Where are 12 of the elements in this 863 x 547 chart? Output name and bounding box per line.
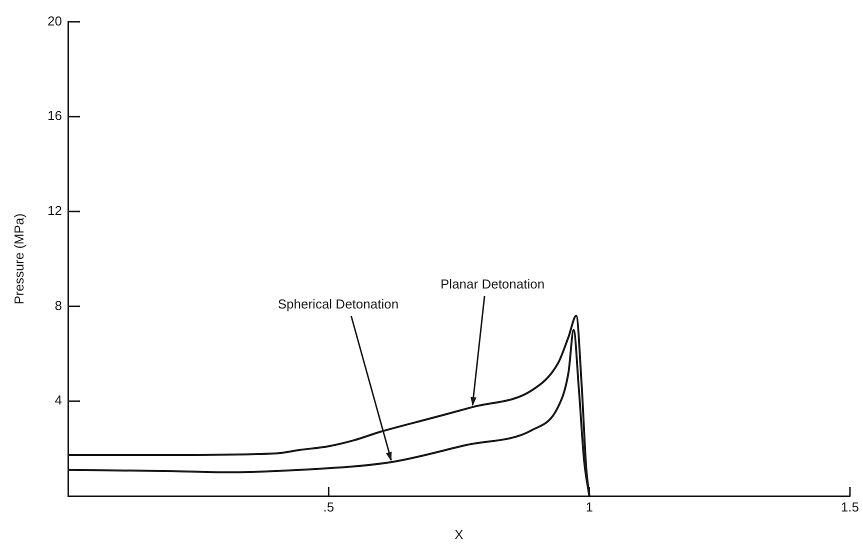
- annotation: Planar Detonation: [440, 276, 545, 292]
- y-tick-label: 4: [54, 392, 62, 408]
- y-axis-title: Pressure (MPa): [11, 213, 26, 304]
- x-tick-label: 1: [586, 499, 593, 514]
- annotation: Spherical Detonation: [278, 296, 399, 312]
- x-axis-title: X: [454, 526, 464, 542]
- y-tick-label: 8: [54, 298, 62, 313]
- y-tick-label: 12: [48, 203, 62, 218]
- x-tick-label: 1.5: [840, 499, 860, 514]
- y-tick-label: 20: [48, 13, 62, 28]
- y-tick-label: 16: [48, 108, 62, 124]
- x-tick-label: .5: [323, 499, 334, 514]
